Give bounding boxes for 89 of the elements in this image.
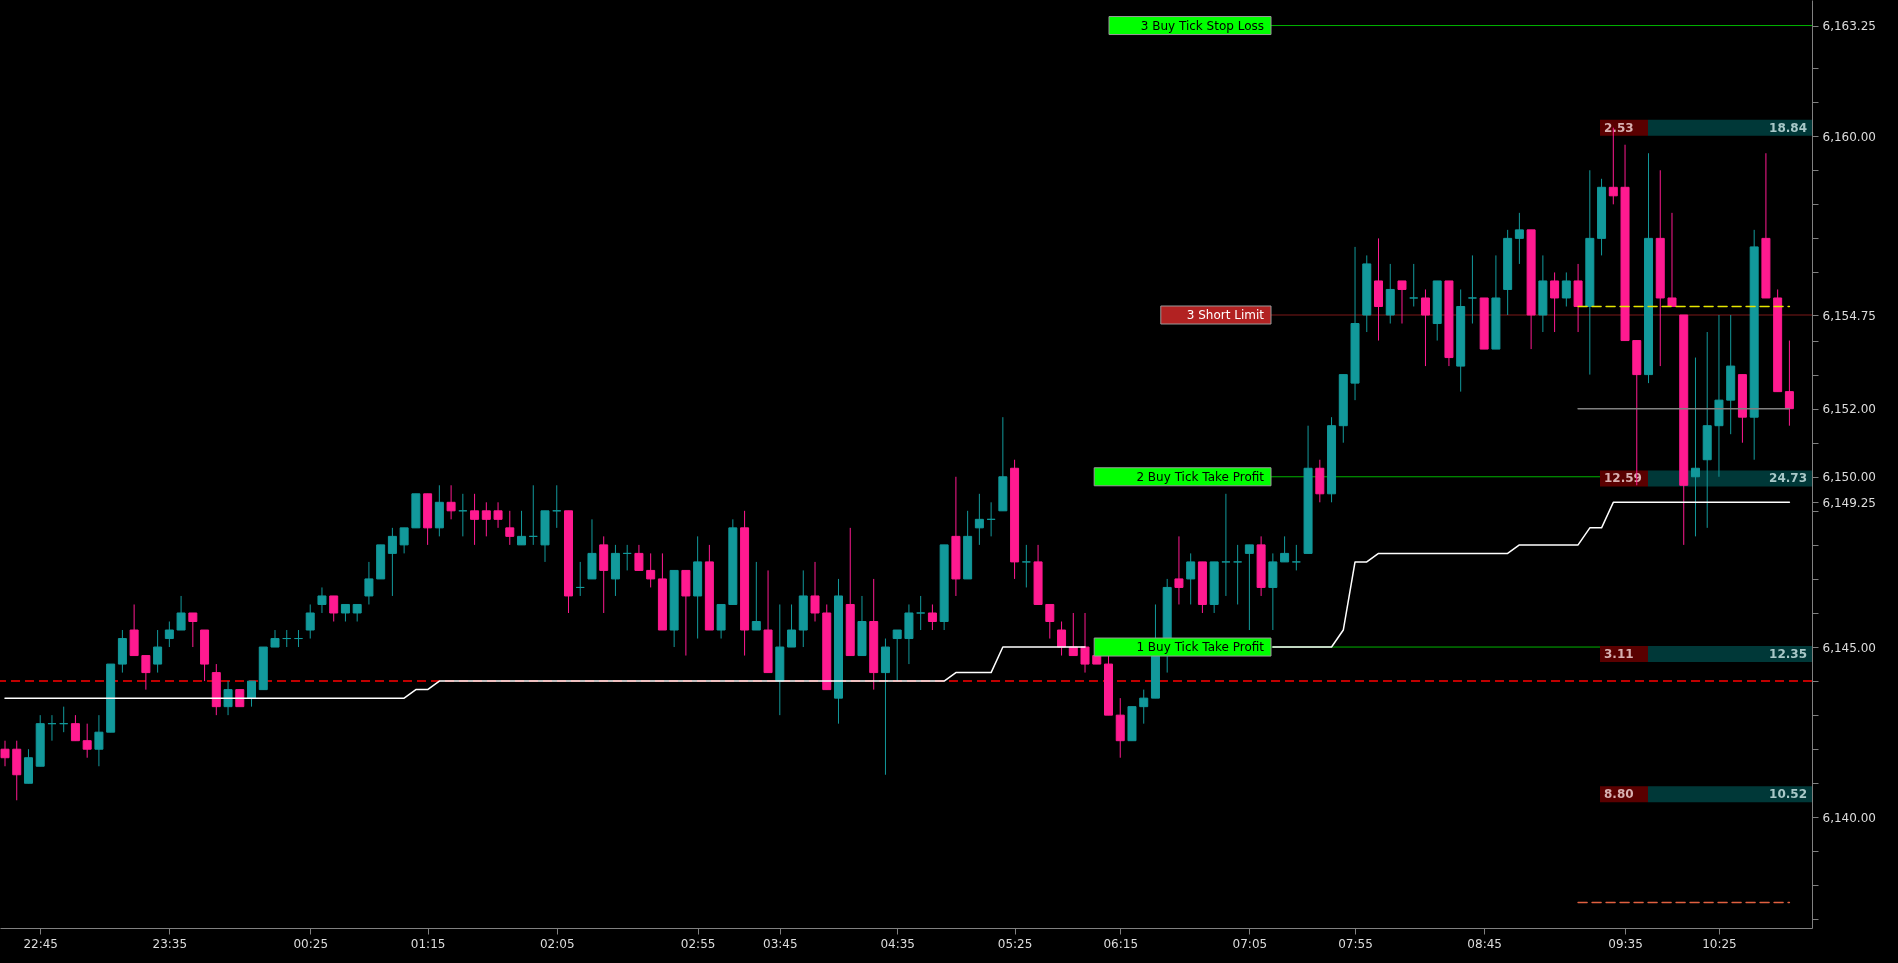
candlestick: [0, 740, 10, 767]
annotation: 12.35: [1769, 647, 1807, 662]
candlestick: [317, 586, 327, 614]
candlestick: [1021, 544, 1031, 588]
candlestick: [1244, 544, 1254, 631]
candlestick: [927, 603, 937, 631]
candlestick: [470, 493, 480, 546]
candlestick: [387, 527, 397, 597]
candlestick: [1550, 271, 1560, 333]
candlestick: [399, 527, 409, 554]
x-tick-label: 07:55: [1338, 936, 1373, 951]
x-tick-label: 04:35: [880, 936, 915, 951]
candlestick: [481, 501, 491, 537]
candlestick: [646, 552, 656, 588]
x-tick-label: 06:15: [1103, 936, 1139, 951]
candlestick: [1420, 288, 1430, 367]
y-tick-label: 6,154.75: [1822, 308, 1876, 323]
ref-line-label: 1 Buy Tick Take Profit: [1136, 640, 1265, 655]
candlestick: [1467, 254, 1477, 325]
x-tick-label: 05:25: [997, 936, 1033, 951]
candlestick: [1174, 535, 1184, 605]
annotation: 10.52: [1769, 787, 1807, 802]
candlestick: [974, 493, 984, 546]
candlestick: [1561, 271, 1571, 307]
candlestick: [1233, 544, 1243, 605]
candlestick: [223, 680, 233, 716]
candlestick: [810, 561, 820, 622]
x-tick-label: 03:45: [763, 936, 798, 951]
ref-line-label: 2 Buy Tick Take Profit: [1136, 469, 1265, 484]
candlestick: [1045, 603, 1055, 640]
candlestick: [1186, 552, 1196, 605]
annotation: 3.11: [1604, 647, 1634, 662]
y-tick-label: 6,152.00: [1822, 402, 1876, 417]
candlestick: [751, 561, 761, 631]
candlestick: [1397, 280, 1407, 325]
candlestick: [493, 501, 503, 529]
x-tick-label: 22:45: [23, 936, 59, 951]
candlestick: [305, 603, 315, 640]
y-tick-label: 6,140.00: [1822, 810, 1876, 825]
x-tick-label: 00:25: [293, 936, 329, 951]
ref-line-label: 3 Buy Tick Stop Loss: [1140, 18, 1264, 33]
annotation: 2.53: [1604, 120, 1634, 135]
y-tick-label: 6,150.00: [1822, 470, 1876, 485]
candlestick: [1139, 689, 1149, 725]
annotation: 24.73: [1769, 471, 1807, 486]
candlestick: [446, 484, 456, 520]
candlestick: [1784, 340, 1794, 427]
y-tick-label: 6,145.00: [1822, 640, 1876, 655]
x-tick-label: 01:15: [410, 936, 446, 951]
candlestick: [188, 612, 198, 648]
candlestick: [916, 595, 926, 631]
candlestick: [270, 629, 280, 648]
x-tick-label: 07:05: [1232, 936, 1268, 951]
candlestick: [1291, 544, 1301, 571]
x-tick-label: 02:55: [680, 936, 716, 951]
candlestick: [634, 544, 644, 571]
annotation: 18.84: [1769, 120, 1807, 135]
candlestick: [176, 595, 186, 631]
candlestick: [1057, 621, 1067, 657]
candlestick: [505, 510, 515, 546]
candlestick: [892, 629, 902, 682]
y-tick-label: 6,149.25: [1822, 495, 1876, 510]
candlestick: [1080, 612, 1090, 674]
x-tick-label: 02:05: [539, 936, 575, 951]
annotation: 8.80: [1604, 787, 1634, 802]
ref-line-label: 3 Short Limit: [1186, 308, 1265, 323]
candlestick: [94, 714, 104, 767]
y-tick-label: 6,163.25: [1822, 19, 1876, 34]
candlestick: [164, 621, 174, 648]
candlestick: [1221, 493, 1231, 597]
candlestick: [517, 510, 527, 546]
candlestick: [329, 595, 339, 622]
candlestick: [82, 723, 92, 759]
y-tick-label: 6,160.00: [1822, 129, 1876, 144]
candlestick: [70, 714, 80, 742]
candlestick: [247, 680, 257, 708]
x-tick-label: 10:25: [1702, 936, 1737, 951]
candlestick: [1514, 212, 1524, 265]
candlestick: [153, 629, 163, 674]
x-tick-label: 08:45: [1467, 936, 1502, 951]
candlestick: [364, 561, 374, 605]
candlestick: [1690, 357, 1700, 537]
x-tick-label: 23:35: [152, 936, 188, 951]
candlestick: [1280, 535, 1290, 563]
candlestick: [1409, 263, 1419, 307]
candlestick: [141, 655, 151, 691]
candlestick: [1667, 212, 1677, 307]
candlestick: [787, 603, 797, 648]
x-tick-label: 09:35: [1608, 936, 1643, 951]
